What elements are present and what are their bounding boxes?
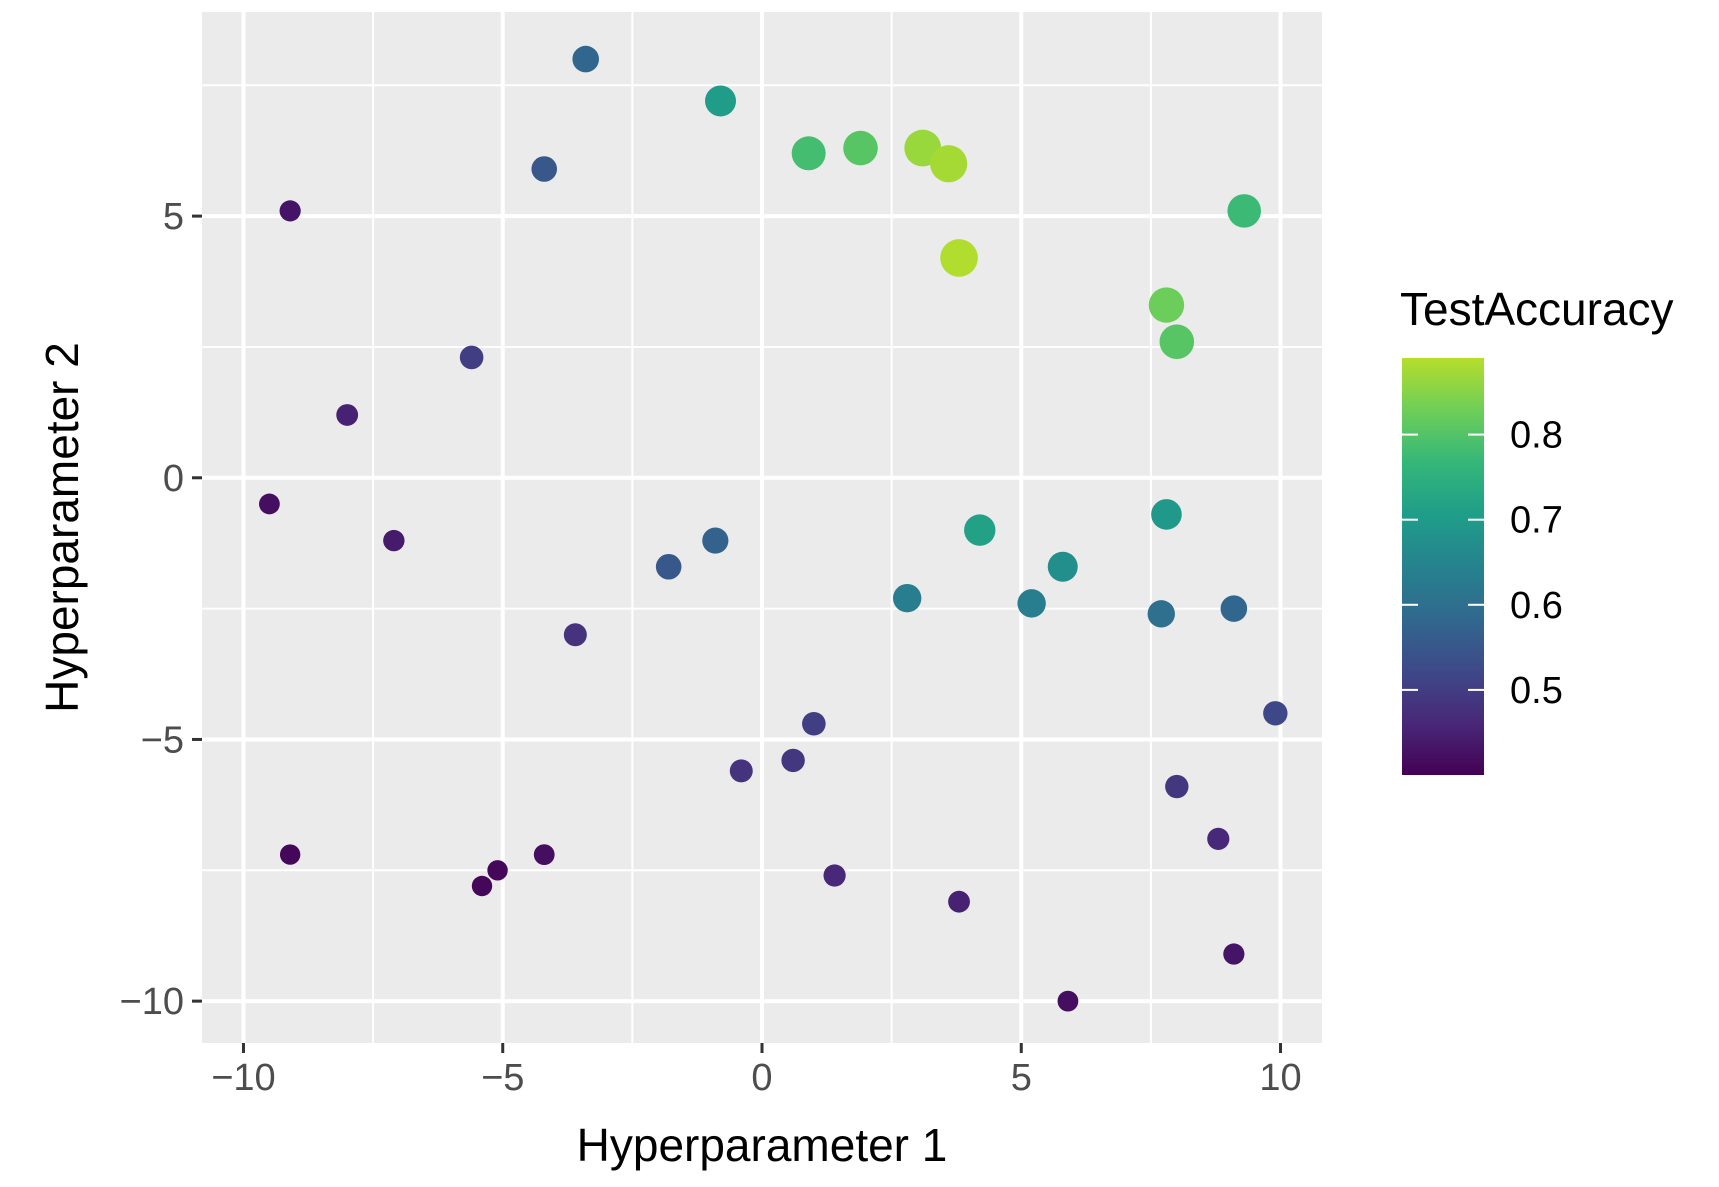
data-point	[655, 553, 682, 580]
data-point	[1057, 990, 1079, 1012]
data-point	[802, 711, 826, 736]
x-axis-title: Hyperparameter 1	[577, 1119, 948, 1171]
data-point	[1147, 600, 1175, 628]
x-tick-label: 10	[1259, 1057, 1301, 1099]
data-point	[471, 875, 493, 897]
data-point	[1165, 774, 1189, 799]
data-point	[459, 345, 484, 370]
x-tick-label: 0	[751, 1057, 772, 1099]
data-point	[791, 136, 826, 171]
data-point	[729, 759, 753, 783]
data-point	[563, 623, 587, 647]
data-point	[948, 890, 970, 913]
data-point	[823, 864, 846, 887]
y-tick-label: 0	[163, 458, 184, 500]
data-point	[279, 200, 301, 222]
data-point	[533, 844, 555, 865]
legend-label: 0.8	[1510, 415, 1563, 457]
data-point	[705, 85, 737, 117]
data-point	[1207, 827, 1230, 850]
data-point	[383, 529, 405, 552]
data-point	[1148, 287, 1185, 323]
legend: TestAccuracy 0.5 0.6 0.7 0.8	[1400, 283, 1674, 775]
data-point	[702, 527, 729, 554]
data-point	[1017, 589, 1046, 618]
data-point	[1047, 551, 1078, 582]
data-point	[843, 130, 878, 166]
data-point	[1223, 943, 1245, 965]
legend-label: 0.5	[1510, 670, 1563, 712]
data-point	[572, 45, 600, 73]
data-point	[1220, 595, 1248, 622]
data-point	[336, 404, 359, 426]
data-point	[964, 514, 996, 546]
colorbar	[1402, 358, 1484, 775]
data-point	[1227, 194, 1262, 228]
data-point	[259, 493, 280, 515]
legend-title: TestAccuracy	[1400, 283, 1674, 335]
data-point	[1159, 324, 1195, 360]
data-point	[781, 748, 805, 773]
data-point	[531, 156, 558, 182]
x-tick-label: 5	[1011, 1057, 1032, 1099]
legend-label: 0.6	[1510, 585, 1563, 627]
data-point	[930, 145, 968, 183]
y-tick-label: −5	[141, 719, 184, 761]
data-point	[1263, 701, 1288, 726]
y-axis-title: Hyperparameter 2	[36, 342, 88, 713]
data-point	[1151, 499, 1182, 530]
data-point	[279, 844, 301, 865]
data-point	[487, 860, 508, 881]
data-point	[892, 583, 922, 613]
y-tick-label: 5	[163, 196, 184, 238]
data-point	[940, 239, 978, 277]
y-tick-label: −10	[120, 981, 184, 1023]
x-tick-label: −10	[211, 1057, 275, 1099]
x-tick-label: −5	[481, 1057, 524, 1099]
legend-label: 0.7	[1510, 500, 1563, 542]
